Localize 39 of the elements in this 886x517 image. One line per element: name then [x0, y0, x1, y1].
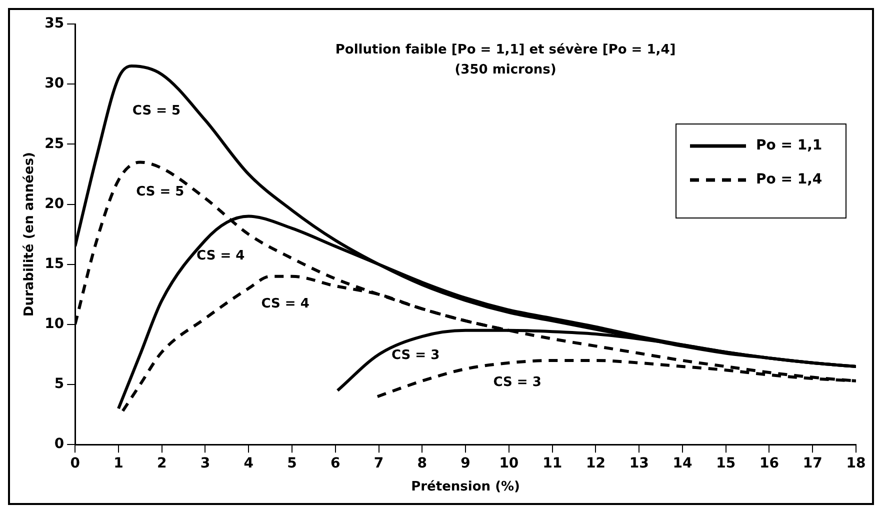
- y-tick-label: 25: [44, 136, 64, 152]
- annotation: CS = 5: [132, 103, 181, 118]
- x-tick-label: 6: [330, 456, 340, 472]
- x-tick-label: 8: [417, 456, 428, 472]
- x-tick-label: 14: [672, 456, 692, 472]
- text: Pollution faible [Po = 1,1] et sévère [Po = 1,4]: [335, 42, 676, 58]
- annotation: CS = 3: [391, 348, 440, 363]
- y-tick-label: 5: [54, 376, 64, 392]
- legend-label: Po = 1,4: [756, 172, 822, 188]
- x-tick-label: 1: [114, 456, 124, 472]
- x-tick-label: 2: [156, 456, 167, 472]
- x-tick-label: 3: [200, 456, 210, 472]
- x-tick-label: 15: [716, 456, 736, 472]
- y-tick-label: 15: [44, 256, 64, 272]
- x-tick-label: 5: [287, 456, 297, 472]
- y-tick-label: 20: [44, 196, 64, 212]
- x-tick-label: 16: [759, 456, 779, 472]
- y-axis-title: Durabilité (en années): [22, 152, 38, 317]
- x-tick-label: 9: [460, 456, 470, 472]
- y-tick-label: 10: [44, 316, 64, 332]
- x-axis-title: Prétension (%): [411, 480, 520, 495]
- x-tick-label: 17: [802, 456, 822, 472]
- x-tick-label: 18: [846, 456, 866, 472]
- annotation: CS = 3: [493, 374, 542, 390]
- x-tick-label: 10: [499, 456, 519, 472]
- x-tick-label: 4: [244, 456, 254, 472]
- annotation: CS = 4: [196, 248, 245, 264]
- text: (350 microns): [454, 62, 556, 78]
- x-tick-label: 11: [542, 456, 562, 472]
- annotation: CS = 5: [136, 184, 184, 200]
- x-tick-label: 13: [629, 456, 649, 472]
- legend-label: Po = 1,1: [756, 138, 822, 154]
- y-tick-label: 30: [44, 76, 64, 92]
- x-tick-label: 0: [70, 456, 80, 472]
- y-tick-label: 35: [44, 16, 64, 32]
- x-tick-label: 12: [586, 456, 606, 472]
- y-tick-label: 0: [54, 436, 64, 452]
- x-tick-label: 7: [374, 456, 384, 472]
- annotation: CS = 4: [261, 296, 310, 312]
